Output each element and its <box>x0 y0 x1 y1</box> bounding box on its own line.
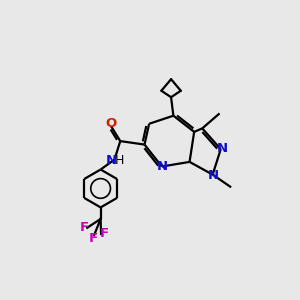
Text: N: N <box>208 169 219 182</box>
Text: O: O <box>105 117 116 130</box>
Text: N: N <box>217 142 228 155</box>
Text: N: N <box>157 160 168 173</box>
Text: N: N <box>106 154 117 166</box>
Text: F: F <box>100 227 109 240</box>
Text: H: H <box>115 154 124 166</box>
Text: F: F <box>88 232 98 245</box>
Text: F: F <box>80 221 89 234</box>
